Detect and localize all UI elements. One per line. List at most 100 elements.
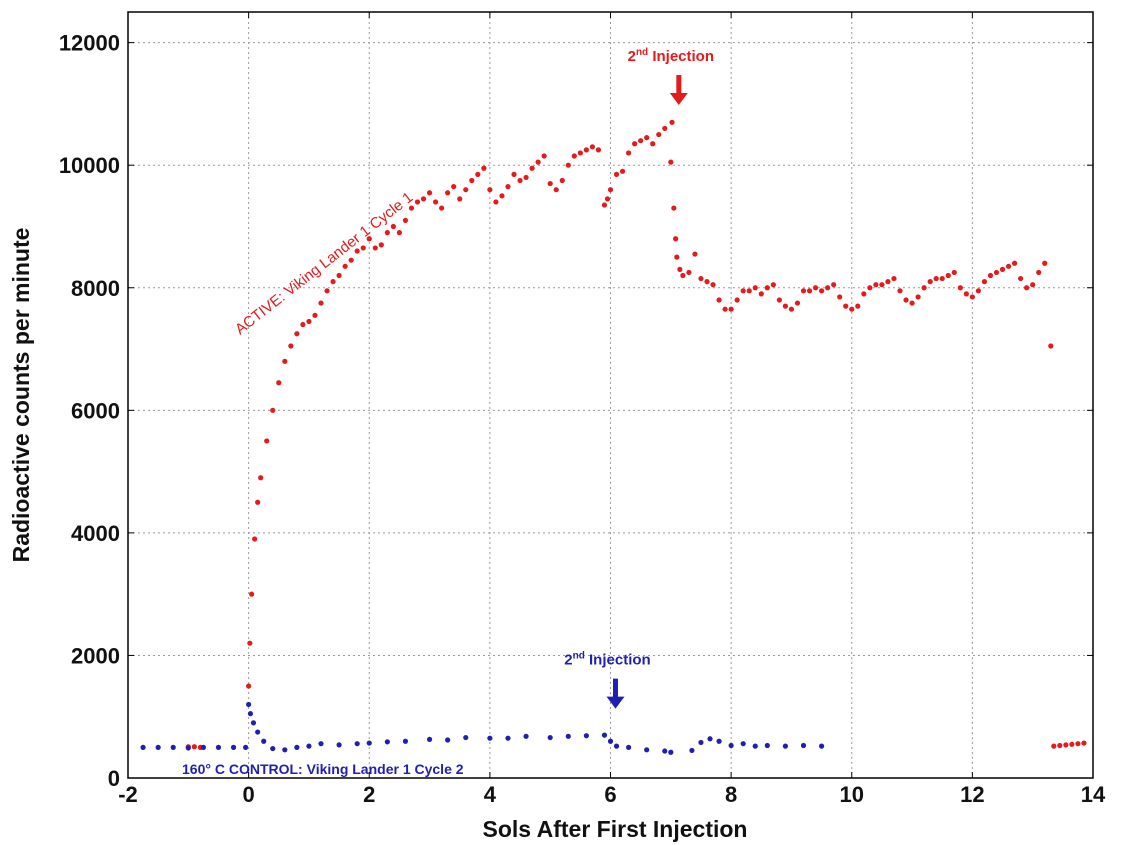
data-point bbox=[439, 205, 445, 211]
data-point bbox=[981, 279, 988, 285]
data-point bbox=[885, 279, 891, 285]
data-point bbox=[523, 174, 529, 181]
data-point bbox=[215, 744, 222, 750]
data-point bbox=[505, 184, 511, 190]
data-point bbox=[619, 168, 626, 174]
data-point bbox=[360, 245, 366, 251]
data-point bbox=[704, 279, 710, 285]
data-point bbox=[191, 744, 197, 750]
data-point bbox=[384, 739, 390, 745]
annotation-label: 2nd Injection bbox=[628, 47, 714, 65]
data-point bbox=[318, 300, 324, 306]
data-point bbox=[547, 180, 553, 187]
data-point bbox=[583, 147, 589, 153]
y-tick-label: 0 bbox=[108, 766, 120, 791]
data-point bbox=[987, 272, 994, 279]
data-point bbox=[604, 196, 611, 202]
data-point bbox=[861, 291, 867, 297]
data-point bbox=[1042, 260, 1048, 266]
data-point bbox=[933, 275, 939, 282]
data-point bbox=[294, 744, 300, 750]
series-1 bbox=[140, 701, 825, 755]
data-point bbox=[607, 187, 614, 193]
data-point bbox=[499, 193, 505, 199]
data-point bbox=[366, 236, 372, 242]
data-point bbox=[553, 187, 559, 193]
data-point bbox=[288, 343, 294, 349]
data-point bbox=[677, 266, 683, 272]
data-point bbox=[969, 294, 975, 300]
data-point bbox=[481, 165, 487, 171]
data-point bbox=[1018, 275, 1024, 282]
data-point bbox=[867, 285, 873, 291]
x-tick-label: 2 bbox=[363, 782, 375, 807]
data-point bbox=[469, 177, 475, 184]
data-point bbox=[414, 199, 421, 205]
x-tick-label: -2 bbox=[118, 782, 138, 807]
data-point bbox=[825, 285, 831, 291]
data-point bbox=[746, 288, 752, 294]
data-point bbox=[921, 285, 927, 291]
data-point bbox=[632, 141, 638, 147]
annotations: 2nd Injection 2nd Injection bbox=[564, 47, 714, 709]
data-point bbox=[336, 272, 342, 279]
x-tick-label: 12 bbox=[960, 782, 984, 807]
data-point bbox=[740, 741, 746, 747]
data-point bbox=[330, 279, 336, 285]
data-point bbox=[625, 744, 632, 750]
data-point bbox=[529, 165, 535, 171]
data-point bbox=[1069, 741, 1075, 747]
data-point bbox=[432, 199, 439, 205]
y-tick-label: 6000 bbox=[71, 398, 120, 423]
data-point bbox=[607, 738, 614, 744]
data-point bbox=[843, 303, 849, 309]
data-point bbox=[276, 380, 282, 386]
data-point bbox=[426, 190, 433, 196]
data-point bbox=[318, 741, 324, 747]
data-point bbox=[247, 711, 254, 717]
data-point bbox=[656, 131, 662, 138]
data-point bbox=[523, 733, 529, 739]
data-point bbox=[255, 729, 261, 735]
data-point bbox=[445, 190, 451, 196]
data-point bbox=[354, 248, 360, 254]
data-point bbox=[800, 288, 807, 294]
data-point bbox=[282, 747, 288, 753]
data-point bbox=[487, 735, 493, 741]
data-point bbox=[342, 263, 348, 269]
x-tick-label: 14 bbox=[1081, 782, 1106, 807]
data-point bbox=[891, 275, 897, 282]
data-point bbox=[698, 275, 704, 282]
data-point bbox=[837, 294, 843, 300]
data-point bbox=[999, 266, 1006, 272]
data-point bbox=[511, 171, 517, 177]
data-point bbox=[957, 285, 963, 291]
data-point bbox=[1011, 260, 1018, 266]
data-point bbox=[378, 242, 384, 248]
data-point bbox=[1081, 740, 1087, 746]
data-point bbox=[565, 162, 571, 168]
data-point bbox=[505, 735, 511, 741]
data-point bbox=[445, 737, 451, 743]
series-0 bbox=[185, 119, 1087, 750]
data-point bbox=[662, 748, 668, 754]
data-point bbox=[722, 306, 728, 312]
data-point bbox=[306, 318, 312, 325]
data-point bbox=[258, 475, 264, 481]
data-point bbox=[728, 306, 734, 312]
data-point bbox=[249, 591, 255, 597]
data-point bbox=[975, 288, 982, 294]
data-point bbox=[541, 153, 547, 159]
data-point bbox=[993, 269, 1000, 276]
data-point bbox=[252, 536, 258, 542]
x-tick-label: 8 bbox=[725, 782, 737, 807]
data-point bbox=[794, 300, 801, 306]
data-point bbox=[674, 254, 680, 260]
data-point bbox=[752, 285, 758, 291]
data-point bbox=[903, 297, 909, 303]
data-point bbox=[716, 297, 722, 303]
data-point bbox=[782, 303, 789, 309]
data-point bbox=[689, 747, 695, 754]
data-point bbox=[764, 742, 770, 749]
data-point bbox=[671, 205, 677, 211]
